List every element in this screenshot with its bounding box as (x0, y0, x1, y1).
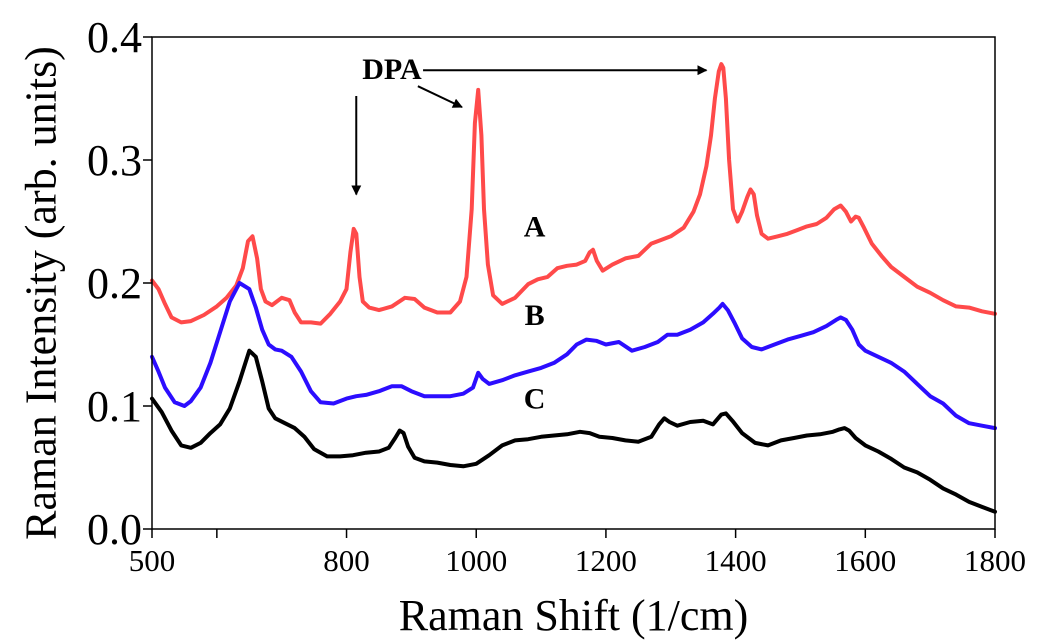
annotation-arrow (417, 85, 463, 109)
y-tick-label: 0.3 (87, 136, 142, 185)
ticks-layer (143, 36, 996, 538)
x-tick-label: 1600 (834, 543, 896, 578)
annotation-label: DPA (362, 53, 422, 86)
x-tick-label: 1000 (445, 543, 507, 578)
series-layer (150, 62, 997, 514)
annotation-layer: DPA (351, 53, 708, 196)
x-tick-label: 1800 (964, 543, 1026, 578)
y-tick-label: 0.2 (87, 259, 142, 308)
y-tick-label: 0.0 (87, 505, 142, 554)
series-line-A (150, 62, 997, 326)
series-label-C: C (524, 382, 546, 415)
labels-layer: 500 800 1000 1200 1400 1600 1800 0.0 0.1 0.2 0.3 0.… (87, 13, 1026, 578)
x-axis-title: Raman Shift (1/cm) (399, 591, 749, 640)
series-label-A: A (524, 210, 546, 243)
x-tick-label: 1400 (705, 543, 767, 578)
x-tick-label: 800 (323, 543, 370, 578)
x-tick-label: 500 (129, 543, 176, 578)
plot-frame (151, 36, 996, 530)
series-line-B (150, 281, 997, 431)
series-line-C (150, 348, 997, 514)
x-tick-label: 1200 (575, 543, 637, 578)
y-tick-label: 0.4 (87, 13, 142, 62)
y-axis-title: Raman Intensity (arb. units) (16, 46, 65, 540)
y-tick-label: 0.1 (87, 382, 142, 431)
series-label-B: B (525, 299, 545, 332)
